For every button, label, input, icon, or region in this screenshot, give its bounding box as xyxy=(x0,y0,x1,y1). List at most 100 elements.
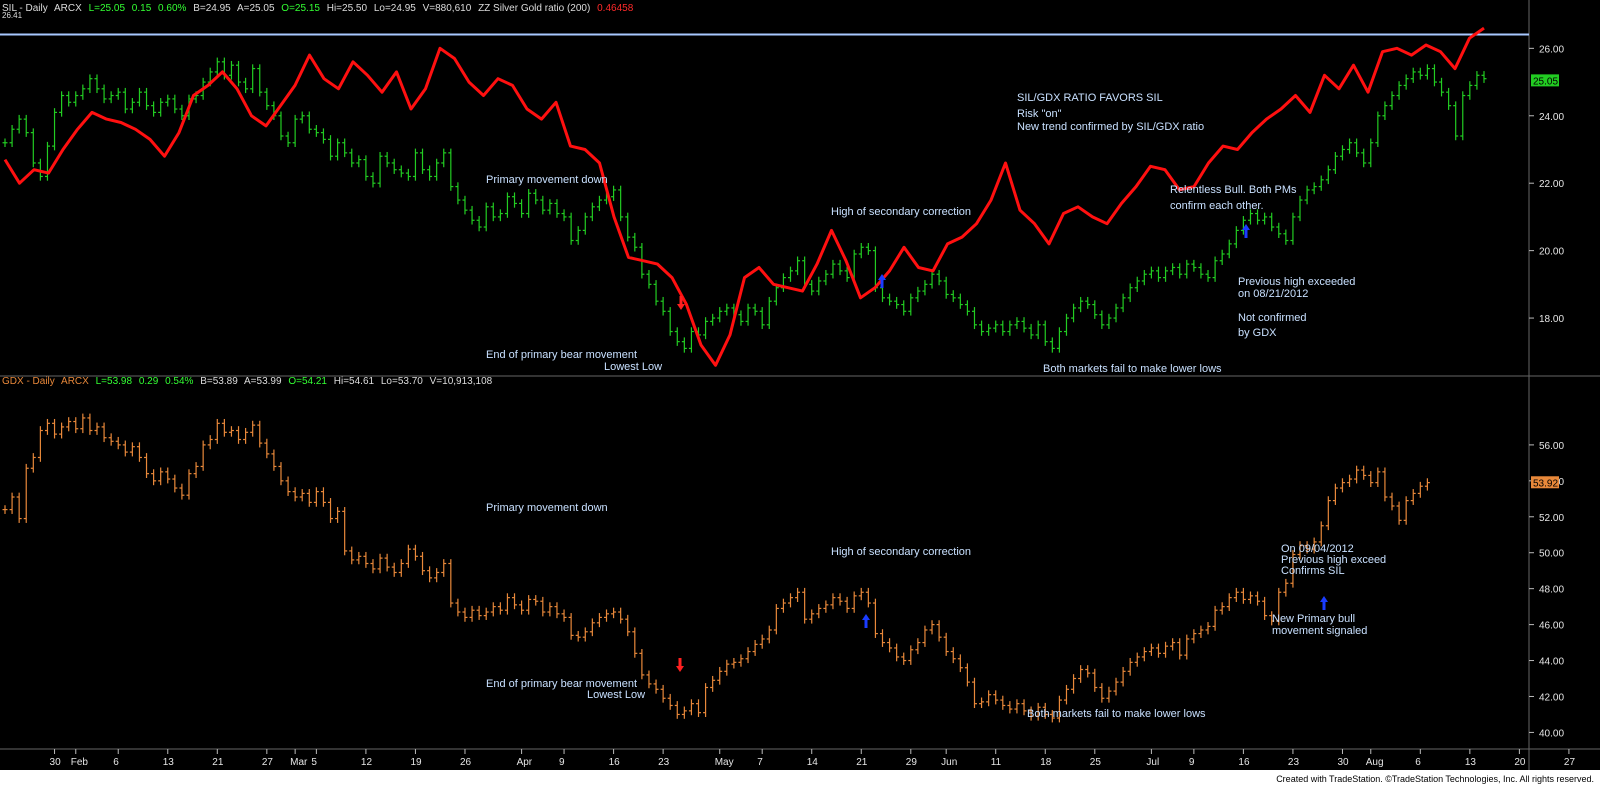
annotation-not-confirmed-1: Not confirmed xyxy=(1238,312,1307,324)
annotation-primary-down-bottom: Primary movement down xyxy=(486,502,608,514)
annotation-fail-lower-top: Both markets fail to make lower lows xyxy=(1043,363,1222,375)
x-tick-label: 20 xyxy=(1514,757,1526,768)
x-tick-label: 16 xyxy=(609,757,621,768)
sil-ask: A=25.05 xyxy=(236,3,275,14)
down-arrow-icon xyxy=(676,658,684,672)
x-tick-label: Aug xyxy=(1366,757,1384,768)
x-tick-label: 14 xyxy=(807,757,819,768)
sil-pct: 0.60% xyxy=(158,3,187,14)
gdx-exchange: ARCX xyxy=(61,376,89,387)
annotation-high-secondary-top: High of secondary correction xyxy=(831,206,972,218)
x-tick-label: 18 xyxy=(1040,757,1052,768)
up-arrow-icon xyxy=(862,614,870,628)
x-tick-label: 30 xyxy=(1337,757,1349,768)
gdx-yaxis-tick-label: 52.00 xyxy=(1539,513,1564,524)
gdx-ask: A=53.99 xyxy=(244,376,282,387)
x-tick-label: 6 xyxy=(1415,757,1421,768)
chart-background xyxy=(0,0,1600,770)
x-tick-label: 6 xyxy=(113,757,119,768)
gdx-symbol: GDX - Daily xyxy=(2,376,55,387)
sil-last: L=25.05 xyxy=(88,3,126,14)
x-tick-label: 13 xyxy=(1465,757,1477,768)
annotation-new-bull-2: movement signaled xyxy=(1272,625,1368,637)
x-tick-label: 23 xyxy=(658,757,670,768)
annotation-new-trend: New trend confirmed by SIL/GDX ratio xyxy=(1017,121,1205,133)
sil-volume: V=880,610 xyxy=(422,3,472,14)
x-tick-label: Apr xyxy=(517,757,533,768)
annotation-relentless-2: confirm each other. xyxy=(1170,200,1264,212)
sil-change: 0.15 xyxy=(131,3,152,14)
annotation-prev-high-2: on 08/21/2012 xyxy=(1238,288,1309,300)
x-tick-label: 26 xyxy=(460,757,472,768)
price-chart[interactable]: 26.0024.0022.0020.0018.0056.0054.0052.00… xyxy=(0,0,1600,770)
sil-header: SIL - Daily ARCX L=25.05 0.15 0.60% B=24… xyxy=(2,3,637,14)
x-tick-label: 29 xyxy=(906,757,918,768)
annotation-relentless-1: Relentless Bull. Both PMs xyxy=(1170,184,1297,196)
sil-exchange: ARCX xyxy=(54,3,82,14)
gdx-bid: B=53.89 xyxy=(200,376,238,387)
gdx-yaxis-tick-label: 44.00 xyxy=(1539,657,1564,668)
gdx-open: O=54.21 xyxy=(288,376,327,387)
sil-yaxis-tick-label: 26.00 xyxy=(1539,44,1564,55)
sil-last-label: 25.05 xyxy=(1533,76,1558,87)
annotation-confirms-sil: Confirms SIL xyxy=(1281,565,1345,577)
x-tick-label: 5 xyxy=(311,757,317,768)
sil-last-box xyxy=(1531,74,1559,87)
footer-bar: Created with TradeStation. ©TradeStation… xyxy=(0,770,1600,789)
gdx-last-box xyxy=(1531,476,1559,489)
gdx-low: Lo=53.70 xyxy=(380,376,423,387)
annotation-lowest-low-bottom: Lowest Low xyxy=(587,689,646,701)
annotation-lowest-low-top: Lowest Low xyxy=(604,361,663,373)
annotation-end-bear-top: End of primary bear movement xyxy=(486,349,638,361)
gdx-header: GDX - Daily ARCX L=53.98 0.29 0.54% B=53… xyxy=(2,376,496,387)
up-arrow-icon xyxy=(1320,596,1328,610)
annotation-favors-sil: SIL/GDX RATIO FAVORS SIL xyxy=(1017,92,1163,104)
up-arrow-icon xyxy=(878,274,886,288)
x-tick-label: 25 xyxy=(1090,757,1102,768)
down-arrow-icon xyxy=(677,296,685,310)
annotation-prev-high-1: Previous high exceeded xyxy=(1238,276,1356,288)
gdx-yaxis-tick-label: 42.00 xyxy=(1539,692,1564,703)
annotation-primary-down-top: Primary movement down xyxy=(486,174,608,186)
x-tick-label: 16 xyxy=(1238,757,1250,768)
x-tick-label: May xyxy=(715,757,734,768)
x-tick-label: 11 xyxy=(991,757,1002,768)
gdx-yaxis-tick-label: 48.00 xyxy=(1539,585,1564,596)
annotation-high-secondary-bottom: High of secondary correction xyxy=(831,546,972,558)
x-tick-label: 12 xyxy=(361,757,373,768)
sil-yaxis-tick-label: 20.00 xyxy=(1539,247,1564,258)
x-tick-label: Jun xyxy=(941,757,957,768)
sil-low: Lo=24.95 xyxy=(373,3,416,14)
x-tick-label: 13 xyxy=(163,757,175,768)
annotation-fail-lower-bottom: Both markets fail to make lower lows xyxy=(1027,708,1206,720)
x-tick-label: 27 xyxy=(1564,757,1576,768)
gdx-volume: V=10,913,108 xyxy=(429,376,493,387)
annotation-prev-exceed: Previous high exceed xyxy=(1281,554,1387,566)
x-tick-label: 30 xyxy=(50,757,62,768)
annotation-on-date: On 09/04/2012 xyxy=(1281,543,1354,555)
x-tick-label: 9 xyxy=(1189,757,1195,768)
x-tick-label: Feb xyxy=(71,757,89,768)
sil-bid: B=24.95 xyxy=(193,3,231,14)
gdx-yaxis-tick-label: 46.00 xyxy=(1539,621,1564,632)
gdx-change: 0.29 xyxy=(138,376,159,387)
x-tick-label: Mar xyxy=(290,757,308,768)
silver-gold-ratio-line xyxy=(3,26,1485,367)
ratio-indicator-value: 0.46458 xyxy=(597,3,634,14)
sil-open: O=25.15 xyxy=(281,3,320,14)
annotation-end-bear-bottom: End of primary bear movement xyxy=(486,678,638,690)
x-tick-label: 19 xyxy=(410,757,422,768)
annotation-not-confirmed-2: by GDX xyxy=(1238,327,1277,339)
gdx-yaxis-tick-label: 40.00 xyxy=(1539,728,1564,739)
gdx-pct: 0.54% xyxy=(165,376,194,387)
gdx-yaxis-tick-label: 56.00 xyxy=(1539,441,1564,452)
x-tick-label: 27 xyxy=(262,757,274,768)
ratio-indicator-name: ZZ Silver Gold ratio (200) xyxy=(478,3,591,14)
gdx-last-label: 53.92 xyxy=(1533,478,1558,489)
up-arrow-icon xyxy=(1242,224,1250,238)
x-tick-label: Jul xyxy=(1146,757,1159,768)
sil-yaxis-tick-label: 22.00 xyxy=(1539,179,1564,190)
sil-symbol: SIL - Daily xyxy=(2,3,48,14)
sil-high: Hi=25.50 xyxy=(326,3,368,14)
sil-yaxis-tick-label: 24.00 xyxy=(1539,112,1564,123)
